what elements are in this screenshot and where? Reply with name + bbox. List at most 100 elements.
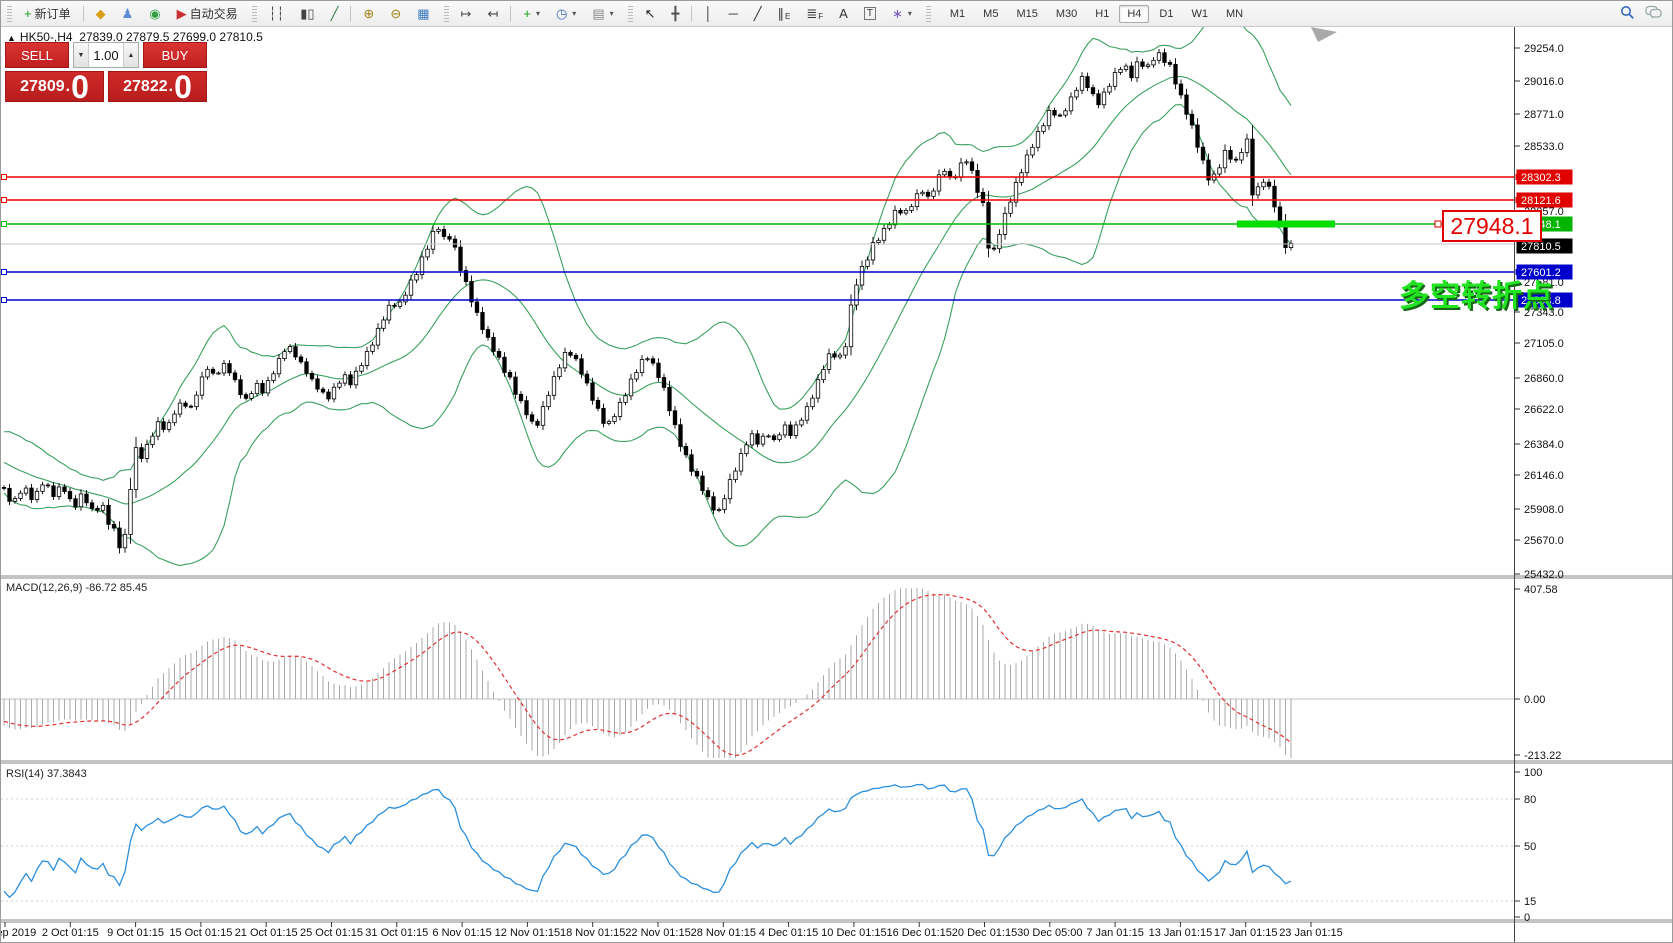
price-tick-label: 26860.0 bbox=[1524, 373, 1564, 385]
indicators-button[interactable]: + ▾ bbox=[516, 5, 547, 23]
time-axis[interactable]: 25 Sep 2019 2 Oct 01:15 9 Oct 01:15 15 Oct … bbox=[1, 922, 1343, 939]
rsi-line bbox=[3, 783, 1292, 899]
chart-bars-icon: ┆┆ bbox=[268, 6, 285, 21]
timeframe-m15[interactable]: M15 bbox=[1016, 7, 1038, 20]
volume-decrease-button[interactable]: ▼ bbox=[74, 43, 89, 67]
price-tick-label: 26146.0 bbox=[1524, 470, 1564, 482]
rsi-axis-label: 80 bbox=[1524, 794, 1536, 806]
hline-button[interactable]: ─ bbox=[721, 5, 744, 23]
time-tick-label: 10 Dec 01:15 bbox=[821, 927, 886, 939]
channel-button[interactable]: ∥ E bbox=[777, 6, 791, 21]
periods-button[interactable]: ◷ ▾ bbox=[549, 5, 583, 23]
templates-button[interactable]: ▤ ▾ bbox=[585, 5, 620, 23]
signals-button[interactable]: ◉ bbox=[142, 5, 167, 23]
macd-axis-label: -213.22 bbox=[1524, 750, 1561, 762]
timeframe-w1[interactable]: W1 bbox=[1191, 7, 1208, 20]
community-icon: ♟ bbox=[121, 6, 134, 21]
community-button[interactable]: ♟ bbox=[115, 5, 141, 23]
price-tick-label: 29016.0 bbox=[1524, 76, 1564, 88]
support-level-bar[interactable] bbox=[1237, 220, 1335, 228]
time-tick-label: 20 Dec 01:15 bbox=[952, 927, 1017, 939]
chevron-down-icon: ▾ bbox=[535, 9, 540, 18]
trendline-button[interactable]: ╱ bbox=[747, 5, 769, 23]
cursor-button[interactable]: ↖ bbox=[638, 5, 663, 23]
vline-icon: │ bbox=[704, 6, 713, 21]
profiles-button[interactable]: ◆ bbox=[89, 5, 113, 23]
time-tick-label: 25 Oct 01:15 bbox=[300, 927, 363, 939]
price-tick-label: 29254.0 bbox=[1524, 43, 1564, 55]
vline-button[interactable]: │ bbox=[697, 5, 719, 23]
templates-icon: ▤ bbox=[592, 6, 605, 21]
macd-axis-label: 407.58 bbox=[1524, 584, 1558, 596]
toolbar-grip[interactable] bbox=[925, 5, 931, 22]
tile-windows-button[interactable]: ▦ bbox=[410, 5, 436, 23]
timeframe-m30[interactable]: M30 bbox=[1055, 7, 1078, 20]
chat-icon[interactable] bbox=[1645, 5, 1662, 23]
timeframe-d1[interactable]: D1 bbox=[1159, 7, 1174, 20]
periods-icon: ◷ bbox=[555, 6, 568, 21]
volume-increase-button[interactable]: ▲ bbox=[123, 43, 138, 67]
zoom-in-button[interactable]: ⊕ bbox=[356, 5, 381, 23]
time-tick-label: 2 Oct 01:15 bbox=[42, 927, 99, 939]
new-order-button[interactable]: + 新订单 bbox=[24, 6, 71, 21]
sell-button[interactable]: SELL bbox=[5, 42, 69, 68]
macd-label: MACD(12,26,9) -86.72 85.45 bbox=[6, 582, 148, 594]
timeframe-h4[interactable]: H4 bbox=[1119, 4, 1150, 23]
autotrading-button[interactable]: ▶ 自动交易 bbox=[176, 6, 238, 21]
new-order-icon: + bbox=[24, 6, 32, 21]
candlestick-series bbox=[1, 48, 1294, 554]
time-tick-label: 25 Sep 2019 bbox=[1, 927, 36, 939]
search-icon[interactable] bbox=[1620, 5, 1635, 23]
time-tick-label: 31 Oct 01:15 bbox=[365, 927, 428, 939]
toolbar-grip[interactable] bbox=[627, 5, 633, 22]
fibonacci-button[interactable]: ≣ F bbox=[806, 6, 824, 21]
timeframe-m5[interactable]: M5 bbox=[983, 7, 999, 20]
trendline-icon: ╱ bbox=[753, 6, 762, 21]
arrows-button[interactable]: ∗ ▾ bbox=[885, 5, 919, 23]
timeframe-m1[interactable]: M1 bbox=[949, 7, 966, 20]
toolbar-grip[interactable] bbox=[443, 5, 449, 22]
toolbar-separator bbox=[510, 5, 512, 22]
buy-button[interactable]: BUY bbox=[143, 42, 207, 68]
timeframe-h1[interactable]: H1 bbox=[1095, 7, 1110, 20]
crosshair-icon: ╋ bbox=[671, 6, 680, 21]
chart-candles-button[interactable]: ▮▯ bbox=[293, 5, 321, 23]
price-tick-label: 25908.0 bbox=[1524, 504, 1564, 516]
price-callout-box[interactable]: 27948.1 bbox=[1442, 210, 1542, 242]
toolbar-grip[interactable] bbox=[251, 5, 257, 22]
arrow-object-icon[interactable] bbox=[1311, 27, 1337, 42]
time-tick-label: 15 Oct 01:15 bbox=[169, 927, 232, 939]
indicators-icon: + bbox=[523, 6, 531, 21]
collapse-icon[interactable]: ▲ bbox=[7, 33, 16, 43]
timeframe-toolbar: M1 M5 M15 M30 H1 H4 D1 W1 MN bbox=[941, 4, 1252, 23]
volume-value[interactable]: 1.00 bbox=[93, 47, 119, 63]
price-axis: 29254.029016.028771.028533.028057.027581… bbox=[1514, 43, 1573, 924]
callout-anchor-handle[interactable] bbox=[1434, 220, 1442, 228]
price-badge-label: 27601.2 bbox=[1521, 267, 1561, 279]
time-tick-label: 17 Jan 01:15 bbox=[1214, 927, 1278, 939]
chart-shift-button[interactable]: ↤ bbox=[480, 5, 505, 23]
toolbar-separator bbox=[691, 5, 693, 22]
timeframe-mn[interactable]: MN bbox=[1225, 7, 1244, 20]
rsi-axis-label: 15 bbox=[1524, 896, 1536, 908]
label-button[interactable]: T bbox=[857, 5, 883, 23]
crosshair-button[interactable]: ╋ bbox=[665, 5, 687, 23]
sell-price[interactable]: 27809. 0 bbox=[5, 71, 104, 103]
price-tick-label: 27105.0 bbox=[1524, 338, 1564, 350]
time-tick-label: 12 Nov 01:15 bbox=[495, 927, 560, 939]
price-badge-label: 27398.8 bbox=[1521, 295, 1561, 307]
annotation-text[interactable]: 多空转折点 bbox=[1399, 280, 1554, 313]
chart-bars-button[interactable]: ┆┆ bbox=[262, 5, 292, 23]
horizontal-level-lines[interactable] bbox=[1, 174, 1522, 303]
text-button[interactable]: A bbox=[832, 5, 855, 23]
auto-scroll-button[interactable]: ↦ bbox=[454, 5, 479, 23]
chart-line-button[interactable]: ╱ bbox=[324, 5, 346, 23]
toolbar-grip[interactable] bbox=[7, 5, 12, 22]
symbol-name: HK50-,H4 bbox=[19, 30, 73, 44]
zoom-out-icon: ⊖ bbox=[390, 6, 402, 21]
price-tick-label: 27343.0 bbox=[1524, 307, 1564, 319]
chart-title: ▲ HK50-,H4 27839.0 27879.5 27699.0 27810.… bbox=[7, 30, 263, 44]
buy-price[interactable]: 27822. 0 bbox=[108, 71, 207, 103]
zoom-out-button[interactable]: ⊖ bbox=[383, 5, 408, 23]
